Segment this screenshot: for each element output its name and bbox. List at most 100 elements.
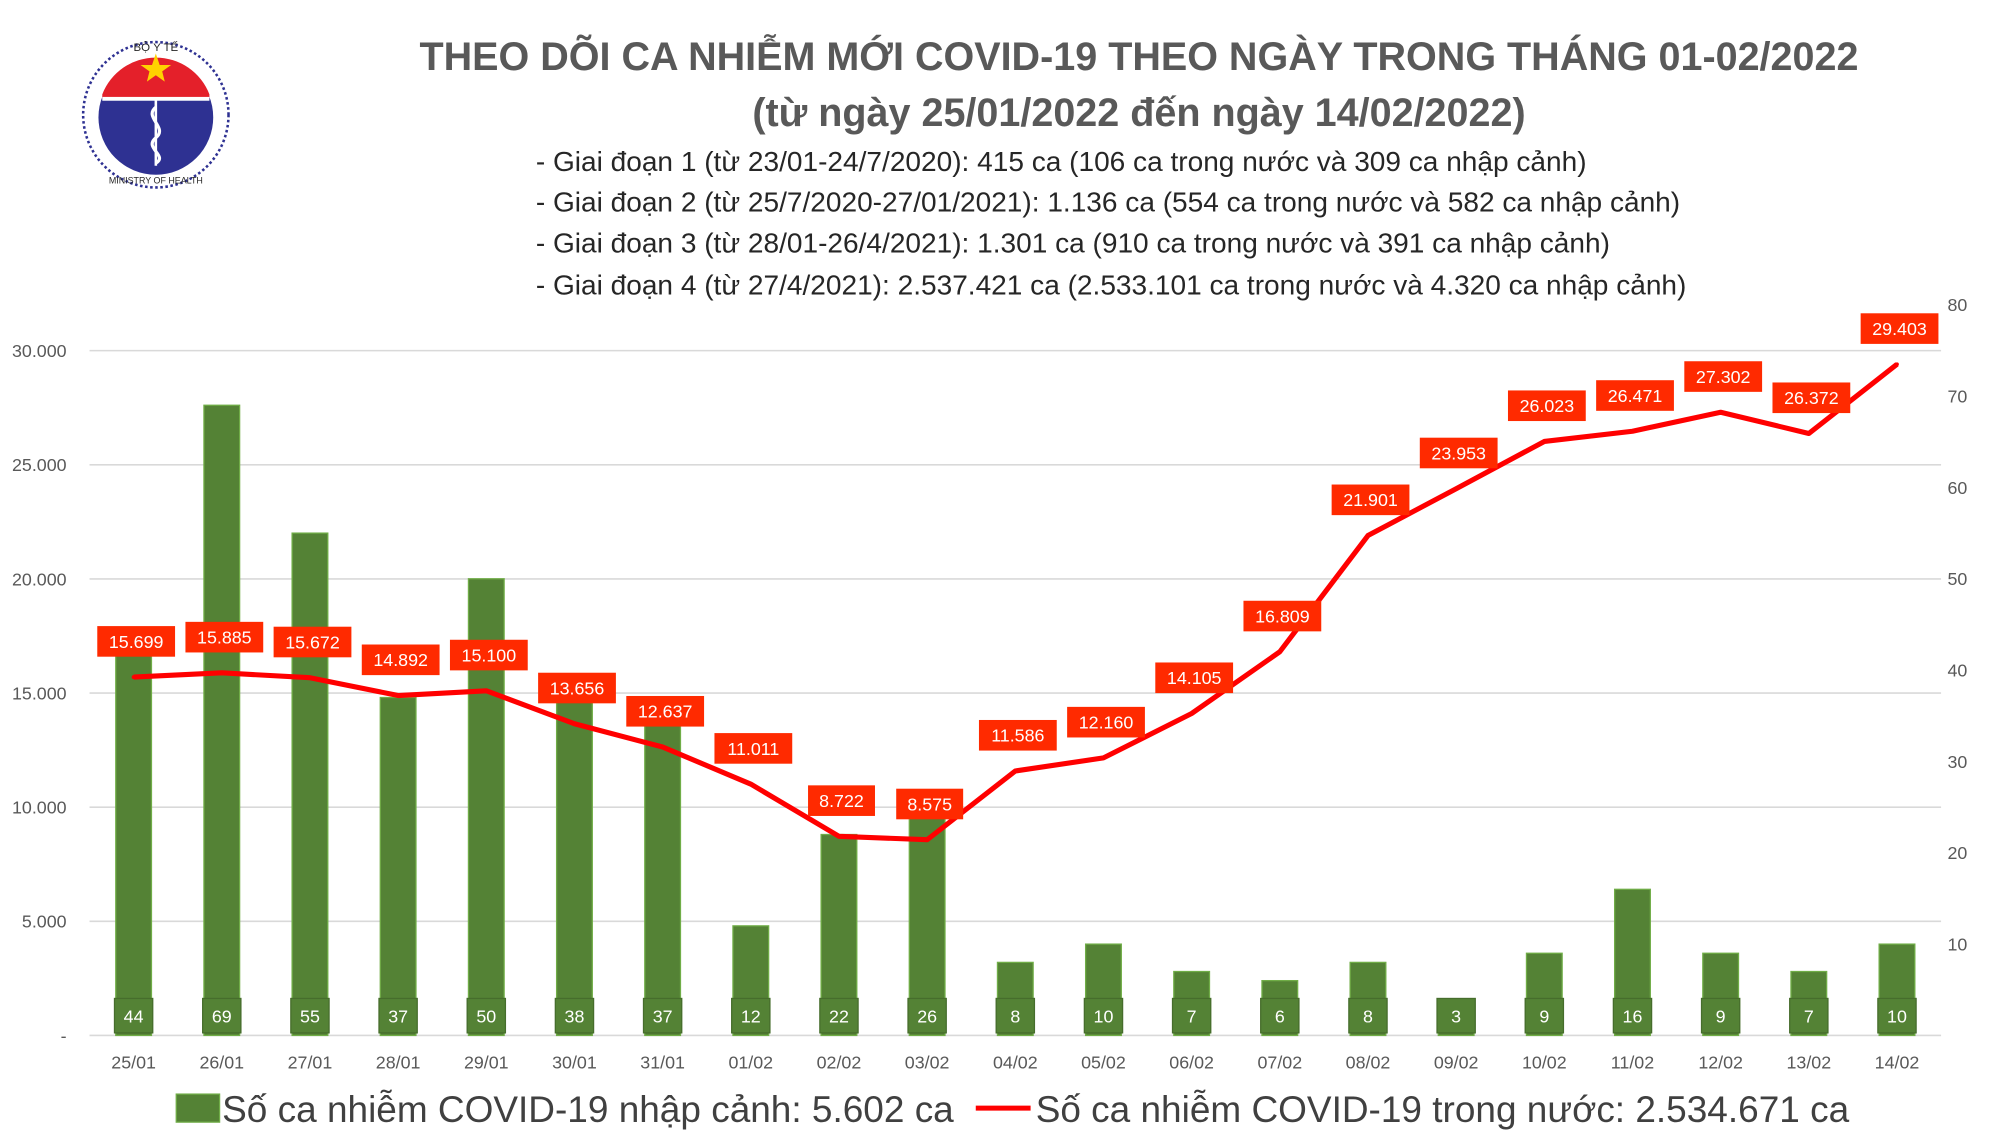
right-tick-label: 80 <box>1947 295 1967 315</box>
x-tick-label: 10/02 <box>1522 1053 1567 1073</box>
x-tick-label: 12/02 <box>1698 1053 1743 1073</box>
line-label-box <box>978 719 1057 751</box>
line-label: 21.901 <box>1343 490 1398 510</box>
line-label: 15.699 <box>109 632 164 652</box>
line-label-box <box>808 785 875 816</box>
bar-label: 12 <box>741 1007 761 1027</box>
right-tick-label: 70 <box>1947 386 1967 406</box>
line-label: 15.100 <box>462 645 517 665</box>
phase-1: - Giai đoạn 1 (từ 23/01-24/7/2020): 415 … <box>536 146 1587 177</box>
bar-label-box <box>1436 997 1476 1034</box>
bar-label: 8 <box>1010 1007 1020 1027</box>
bar-label-box <box>907 997 947 1034</box>
right-tick-label: 20 <box>1947 843 1967 863</box>
bar-label-box <box>1612 997 1653 1034</box>
right-tick-label: 60 <box>1947 478 1967 498</box>
line-label: 16.809 <box>1255 606 1310 626</box>
bar-label: 26 <box>917 1007 937 1027</box>
bar-label-box <box>1789 997 1829 1034</box>
line-label-box <box>1155 662 1234 694</box>
left-tick-label: 20.000 <box>12 569 67 589</box>
bar-label-box <box>202 997 242 1034</box>
bar <box>555 687 593 1037</box>
line-label: 26.372 <box>1784 388 1839 408</box>
line-label-box <box>1507 390 1586 422</box>
line-label: 8.722 <box>819 791 864 811</box>
line-label: 11.586 <box>991 726 1044 746</box>
bar-label-box <box>1524 997 1565 1034</box>
line-label-box <box>1596 380 1674 411</box>
x-tick-label: 02/02 <box>817 1053 862 1073</box>
line-label: 11.011 <box>727 739 779 759</box>
line-label-box <box>361 644 440 676</box>
bar-label: 37 <box>653 1007 673 1027</box>
x-tick-label: 08/02 <box>1346 1053 1391 1073</box>
x-tick-label: 26/01 <box>199 1053 244 1073</box>
bar-label-box <box>1260 997 1300 1034</box>
line-label-box <box>273 626 352 658</box>
bars-series: 44 69 55 37 50 38 37 12 22 26 8 10 7 6 8 3 9 16 9 7 10 <box>113 404 1917 1037</box>
line-point <box>1013 769 1018 773</box>
line-point <box>1718 410 1723 415</box>
bar-label: 6 <box>1275 1007 1285 1027</box>
line-label: 26.023 <box>1520 396 1575 416</box>
line-label-box <box>1772 382 1851 414</box>
bar-label-box <box>113 997 154 1034</box>
line-label-box <box>449 639 528 671</box>
bar-label: 7 <box>1804 1007 1814 1027</box>
line-point <box>131 675 136 680</box>
x-tick-label: 06/02 <box>1169 1053 1214 1073</box>
line-label-box <box>1067 706 1145 738</box>
legend-bar-swatch <box>175 1093 221 1123</box>
line-label: 13.656 <box>550 678 605 698</box>
bar-label: 9 <box>1539 1007 1549 1027</box>
bar-label-box <box>1877 997 1917 1034</box>
right-tick-label: 10 <box>1947 934 1967 954</box>
x-tick-label: 09/02 <box>1434 1053 1479 1073</box>
bar-label-box <box>1083 997 1124 1034</box>
line-label-box <box>1860 313 1939 344</box>
line-label: 27.302 <box>1696 367 1751 387</box>
line-point <box>748 782 753 787</box>
line-point <box>1101 755 1106 760</box>
line-label-box <box>185 621 264 653</box>
phase-3: - Giai đoạn 3 (từ 28/01-26/4/2021): 1.30… <box>536 227 1610 258</box>
line-point <box>837 834 841 839</box>
x-tick-label: 13/02 <box>1786 1053 1831 1073</box>
line-label: 15.885 <box>197 628 252 648</box>
line-label: 23.953 <box>1431 443 1486 463</box>
legend: Số ca nhiễm COVID-19 nhập cảnh: 5.602 ca… <box>175 1089 1850 1130</box>
bar-label: 3 <box>1451 1007 1461 1027</box>
chart-title: THEO DÕI CA NHIỄM MỚI COVID-19 THEO NGÀY… <box>420 35 1859 79</box>
bar <box>115 632 153 1037</box>
line-series: 15.699 15.885 15.672 14.892 15.100 13.656 12.6… <box>97 313 1939 843</box>
bar-label: 7 <box>1187 1007 1197 1027</box>
ministry-logo <box>81 40 230 189</box>
chart-subtitle: (từ ngày 25/01/2022 đến ngày 14/02/2022) <box>752 91 1525 135</box>
line-label: 29.403 <box>1872 319 1927 339</box>
line-label-box <box>714 733 793 764</box>
line-label-box <box>1684 361 1763 392</box>
phase-2: - Giai đoạn 2 (từ 25/7/2020-27/01/2021):… <box>536 187 1680 218</box>
bar <box>379 696 417 1037</box>
line-point <box>925 837 930 842</box>
line-label-box <box>97 626 176 657</box>
left-tick-label: 5.000 <box>22 912 67 932</box>
bar-label: 69 <box>212 1007 232 1027</box>
left-tick-label: - <box>61 1026 67 1046</box>
line-label: 12.160 <box>1079 713 1134 733</box>
bar-label-box <box>642 997 683 1034</box>
bar-label-box <box>731 997 771 1034</box>
line-point <box>1277 649 1282 654</box>
x-tick-label: 04/02 <box>993 1053 1038 1073</box>
logo-top-text: BỘ Y TẾ <box>134 41 179 54</box>
bar-label-box <box>819 997 859 1034</box>
line-label-box <box>896 788 964 820</box>
line-point <box>572 721 577 726</box>
line-point <box>1366 533 1370 538</box>
bar-label-box <box>1348 997 1388 1034</box>
bar-label: 10 <box>1094 1007 1114 1027</box>
x-tick-label: 11/02 <box>1611 1053 1654 1073</box>
x-tick-label: 01/02 <box>728 1053 773 1073</box>
